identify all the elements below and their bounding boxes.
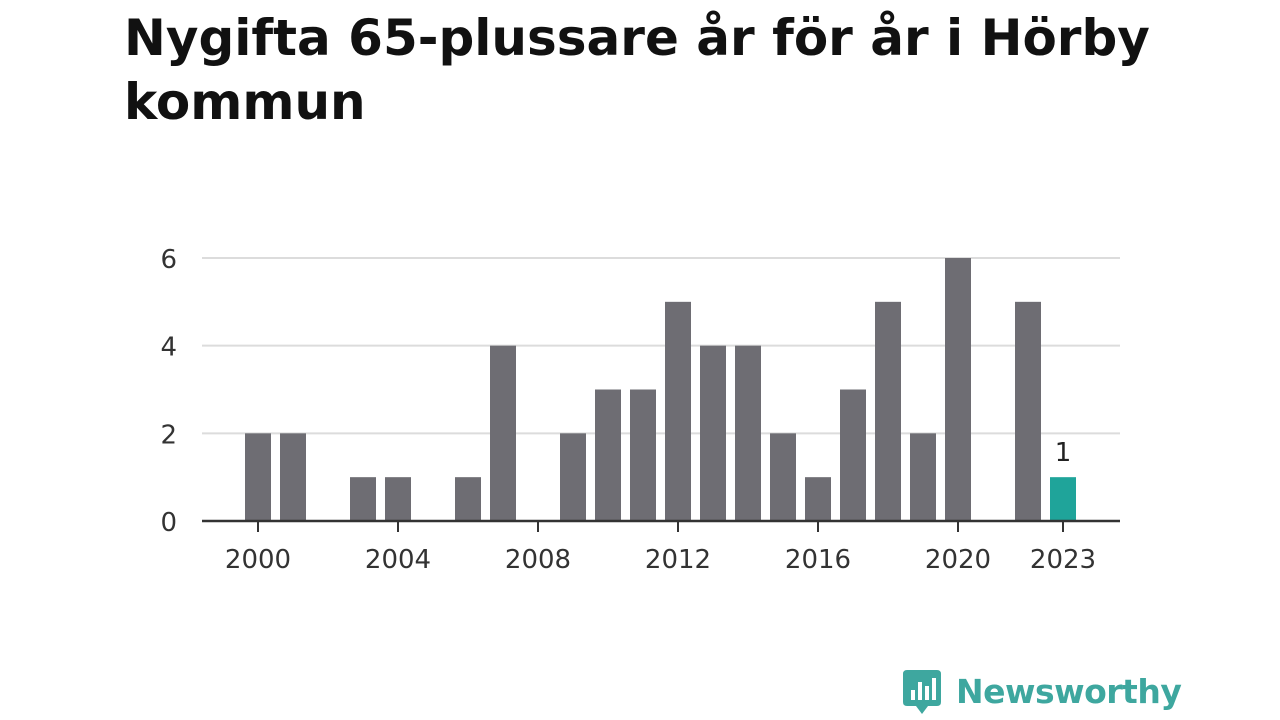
- bar: [770, 433, 796, 521]
- x-tick-label: 2000: [225, 545, 291, 575]
- bar: [910, 433, 936, 521]
- bars: [245, 258, 1076, 521]
- x-tick-label: 2012: [645, 545, 711, 575]
- x-tick-label: 2004: [365, 545, 431, 575]
- bar-chart-speech-bubble-icon: [903, 670, 941, 714]
- grid-lines: [202, 257, 1120, 435]
- x-tick-label: 2020: [925, 545, 991, 575]
- bar: [700, 345, 726, 521]
- brand-logo: Newsworthy: [902, 668, 1182, 716]
- y-tick-label: 2: [160, 420, 177, 450]
- bar: [665, 301, 691, 521]
- chart-title: Nygifta 65-plussare år för år i Hörby ko…: [124, 9, 1150, 131]
- data-labels: 1: [1055, 438, 1072, 468]
- bar: [455, 477, 481, 521]
- y-tick-label: 4: [160, 333, 177, 363]
- bar: [805, 477, 831, 521]
- bar: [385, 477, 411, 521]
- bar: [840, 389, 866, 521]
- x-axis-ticks: 2000 2004 2008 2012 2016 2020 2023: [225, 521, 1096, 575]
- bar: [875, 301, 901, 521]
- bar: [245, 433, 271, 521]
- bar: [350, 477, 376, 521]
- bar: [1050, 477, 1076, 521]
- bar: [1015, 301, 1041, 521]
- x-tick-label: 2016: [785, 545, 851, 575]
- bar: [560, 433, 586, 521]
- bar: [490, 345, 516, 521]
- bar: [280, 433, 306, 521]
- data-label: 1: [1055, 438, 1072, 468]
- y-axis-ticks: 0 2 4 6: [160, 245, 177, 538]
- bar: [735, 345, 761, 521]
- bar-chart: 0 2 4 6 2000 2004 2008 2012 2016 2020 2023 1: [160, 245, 1120, 575]
- brand-name: Newsworthy: [956, 672, 1182, 711]
- bar: [630, 389, 656, 521]
- x-tick-label: 2023: [1030, 545, 1096, 575]
- y-tick-label: 6: [160, 245, 177, 275]
- bar: [595, 389, 621, 521]
- x-tick-label: 2008: [505, 545, 571, 575]
- y-tick-label: 0: [160, 508, 177, 538]
- bar: [945, 258, 971, 521]
